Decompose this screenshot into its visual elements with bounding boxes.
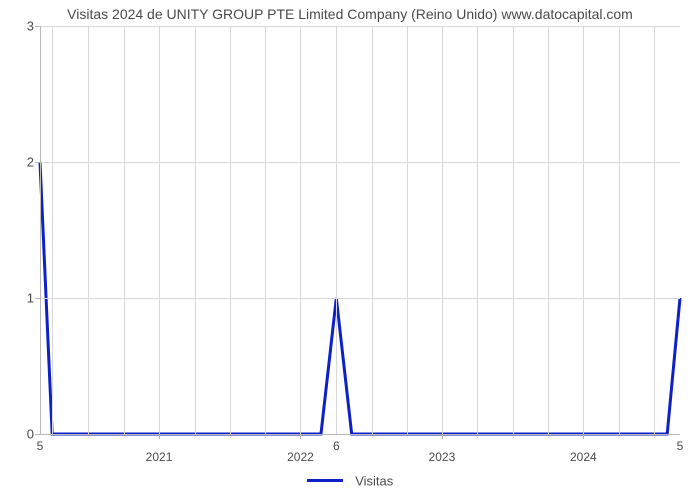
gridline-vertical xyxy=(88,26,89,434)
gridline-vertical xyxy=(583,26,584,434)
gridline-vertical xyxy=(300,26,301,434)
data-point-label: 6 xyxy=(333,439,340,453)
chart-container: Visitas 2024 de UNITY GROUP PTE Limited … xyxy=(0,0,700,500)
gridline-vertical xyxy=(195,26,196,434)
gridline-vertical xyxy=(513,26,514,434)
y-tick-label: 0 xyxy=(27,427,34,442)
gridline-vertical xyxy=(230,26,231,434)
legend-label: Visitas xyxy=(355,473,393,488)
y-axis-line xyxy=(40,26,41,434)
x-tick-label: 2022 xyxy=(287,450,314,464)
gridline-vertical xyxy=(372,26,373,434)
chart-title: Visitas 2024 de UNITY GROUP PTE Limited … xyxy=(0,6,700,22)
x-tick-label: 2021 xyxy=(146,450,173,464)
data-point-label: 5 xyxy=(37,439,44,453)
x-tick-label: 2023 xyxy=(429,450,456,464)
legend-swatch xyxy=(307,479,343,482)
gridline-vertical xyxy=(336,26,337,434)
gridline-vertical xyxy=(159,26,160,434)
data-point-label: 5 xyxy=(677,439,684,453)
legend: Visitas xyxy=(0,472,700,490)
y-tick-label: 2 xyxy=(27,155,34,170)
y-tick-label: 3 xyxy=(27,19,34,34)
gridline-vertical xyxy=(477,26,478,434)
y-tick-label: 1 xyxy=(27,291,34,306)
x-tick-label: 2024 xyxy=(570,450,597,464)
x-axis-line xyxy=(40,434,680,435)
gridline-vertical xyxy=(407,26,408,434)
gridline-vertical xyxy=(442,26,443,434)
plot-area xyxy=(40,26,680,434)
gridline-vertical xyxy=(52,26,53,434)
gridline-vertical xyxy=(619,26,620,434)
gridline-vertical xyxy=(265,26,266,434)
gridline-vertical xyxy=(654,26,655,434)
gridline-vertical xyxy=(548,26,549,434)
gridline-vertical xyxy=(124,26,125,434)
